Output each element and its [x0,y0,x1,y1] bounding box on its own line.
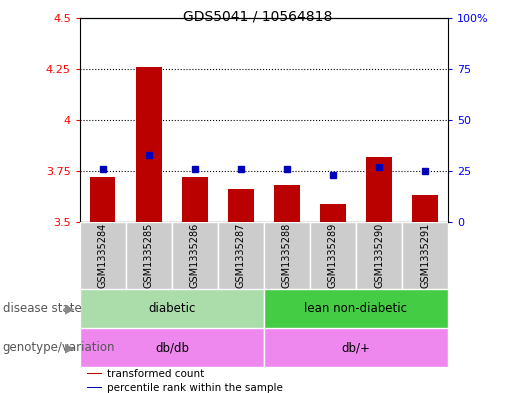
Text: percentile rank within the sample: percentile rank within the sample [108,383,283,393]
Bar [402,222,448,289]
Bar [413,195,438,222]
Bar [87,387,102,388]
Text: ▶: ▶ [65,341,75,354]
Bar [264,328,448,367]
Text: disease state: disease state [3,302,81,315]
Bar [264,289,448,328]
Bar [80,328,264,367]
Bar [126,222,172,289]
Bar [80,289,264,328]
Text: GSM1335291: GSM1335291 [420,223,430,288]
Text: GSM1335289: GSM1335289 [328,223,338,288]
Text: lean non-diabetic: lean non-diabetic [304,302,407,315]
Text: genotype/variation: genotype/variation [3,341,115,354]
Bar [310,222,356,289]
Bar [90,177,115,222]
Text: GSM1335286: GSM1335286 [190,223,200,288]
Bar [264,222,310,289]
Text: db/+: db/+ [341,341,370,354]
Bar [320,204,346,222]
Text: db/db: db/db [155,341,189,354]
Text: transformed count: transformed count [108,369,204,378]
Text: diabetic: diabetic [148,302,196,315]
Text: ▶: ▶ [65,302,75,315]
Bar [136,67,162,222]
Bar [172,222,218,289]
Bar [356,222,402,289]
Text: GSM1335290: GSM1335290 [374,223,384,288]
Text: GSM1335287: GSM1335287 [236,223,246,288]
Bar [87,373,102,374]
Bar [228,189,253,222]
Bar [274,185,300,222]
Bar [80,222,126,289]
Bar [366,157,392,222]
Text: GSM1335284: GSM1335284 [98,223,108,288]
Text: GSM1335288: GSM1335288 [282,223,292,288]
Bar [182,177,208,222]
Text: GDS5041 / 10564818: GDS5041 / 10564818 [183,10,332,24]
Text: GSM1335285: GSM1335285 [144,223,154,288]
Bar [218,222,264,289]
